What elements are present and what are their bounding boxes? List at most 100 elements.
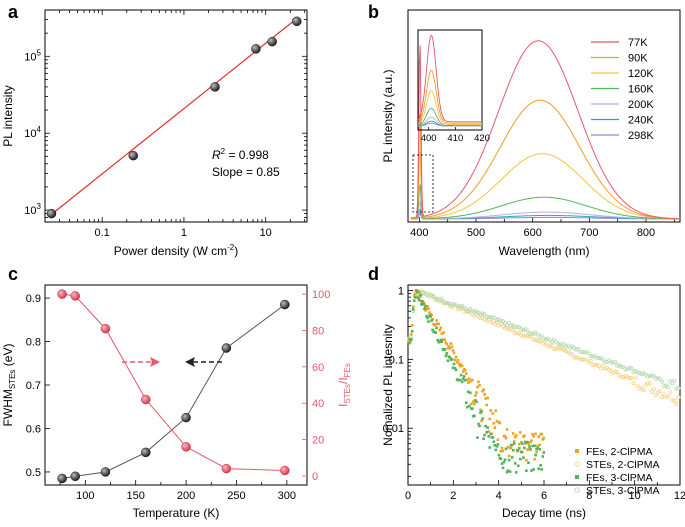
panel-d-point — [660, 395, 665, 400]
panel-a-point — [46, 208, 57, 219]
panel-d-point — [672, 378, 677, 383]
panel-c-arrow-right — [122, 357, 160, 367]
panel-d-point — [560, 343, 565, 348]
panel-d-point — [519, 431, 522, 434]
panel-c-frame — [44, 284, 308, 486]
panel-d-point — [424, 305, 427, 308]
panel-d-point — [488, 315, 493, 320]
panel-c-ylabel-right: ISTEs/IFEs — [336, 363, 352, 407]
panel-d-point — [466, 378, 469, 382]
panel-c-ytick-right-label: 60 — [312, 362, 324, 374]
panel-d-point — [455, 360, 459, 364]
panel-d-point — [418, 290, 421, 293]
panel-c-point-ratio — [70, 291, 80, 301]
panel-d-point — [452, 362, 456, 366]
panel-c-xtick-label: 300 — [278, 490, 296, 502]
panel-b-legend-label: 90K — [628, 53, 648, 65]
panel-b-xlabel: Wavelength (nm) — [499, 244, 590, 258]
panel-d-point — [486, 315, 491, 320]
panel-d-point — [527, 442, 530, 445]
panel-d-point — [615, 370, 620, 375]
panel-a-letter: a — [8, 2, 19, 22]
panel-d-point — [422, 303, 425, 306]
panel-d-point — [647, 373, 652, 378]
panel-c-point-FWHM — [57, 473, 67, 484]
panel-d-point — [570, 352, 575, 357]
panel-d-point — [409, 333, 413, 336]
panel-b: b 400 500 600 700 800 400 410 420 77K 90K 120K 16… — [368, 2, 681, 258]
panel-d-point — [533, 337, 538, 342]
panel-d-point — [454, 303, 459, 308]
panel-d-point — [504, 447, 508, 451]
panel-d-point — [476, 436, 479, 439]
panel-d-point — [463, 378, 467, 382]
panel-d-point — [477, 380, 480, 384]
panel-d-point — [511, 327, 516, 332]
panel-d-point — [507, 320, 512, 325]
panel-d-point — [449, 342, 453, 345]
panel-a-point — [210, 82, 220, 92]
panel-d-point — [431, 317, 434, 321]
panel-c-ytick-left-label: 0.5 — [26, 467, 41, 479]
panel-d-point — [635, 383, 640, 388]
panel-d-point — [486, 317, 491, 322]
panel-d-point — [407, 341, 411, 345]
panel-d-point — [453, 366, 457, 370]
panel-d-point — [480, 410, 483, 413]
panel-c-ytick-left-label: 0.6 — [26, 423, 41, 435]
panel-d-point — [423, 307, 426, 311]
panel-d-point — [471, 378, 474, 382]
panel-d-point — [668, 390, 673, 395]
panel-d-point — [458, 364, 462, 368]
panel-d-point — [500, 446, 504, 450]
panel-d-point — [549, 340, 554, 345]
panel-d-point — [454, 355, 458, 359]
panel-d-point — [427, 307, 430, 311]
panel-d-point — [410, 330, 414, 333]
panel-b-spectrum-120K — [410, 151, 679, 220]
panel-d-point — [470, 402, 473, 406]
panel-d-point — [621, 364, 626, 369]
panel-d-point — [596, 355, 601, 360]
panel-d-point — [433, 296, 438, 301]
panel-d-point — [619, 364, 624, 369]
panel-d-point — [461, 370, 465, 373]
panel-d-point — [468, 404, 471, 408]
panel-d-point — [578, 357, 583, 362]
panel-d-series-2 — [407, 289, 546, 474]
panel-d-point — [446, 359, 450, 362]
panel-c-point-ratio — [141, 394, 151, 405]
panel-d-point — [448, 346, 452, 350]
panel-d-point — [633, 375, 638, 380]
panel-d-point — [594, 355, 599, 360]
panel-d-point — [674, 386, 679, 391]
panel-d-point — [562, 348, 567, 353]
panel-d-point — [529, 331, 534, 336]
panel-d-point — [488, 319, 493, 324]
panel-d-point — [451, 349, 455, 352]
panel-d-point — [535, 450, 538, 454]
panel-a-points — [46, 16, 302, 219]
panel-d-point — [479, 411, 482, 415]
panel-d-point — [654, 392, 659, 397]
panel-d-point — [459, 373, 463, 377]
panel-d-legend-label: FEs, 3-ClPMA — [586, 472, 653, 484]
panel-d-point — [473, 414, 476, 418]
panel-d-xtick-label: 4 — [496, 490, 502, 502]
panel-d-point — [482, 388, 485, 391]
panel-d-point — [460, 303, 465, 308]
panel-d-point — [479, 408, 482, 412]
panel-b-xtick-label: 800 — [637, 227, 655, 239]
panel-d-point — [519, 457, 522, 461]
panel-d-point — [453, 358, 457, 362]
panel-d-point — [660, 379, 665, 384]
panel-b-legend-label: 160K — [628, 84, 654, 96]
panel-c-series — [57, 289, 290, 484]
panel-d-point — [509, 443, 513, 447]
panel-d-point — [472, 313, 477, 318]
panel-d-point — [513, 330, 518, 335]
panel-d-point — [501, 449, 505, 453]
panel-b-inset-xtick-label: 410 — [447, 133, 463, 144]
panel-d-point — [424, 309, 427, 312]
